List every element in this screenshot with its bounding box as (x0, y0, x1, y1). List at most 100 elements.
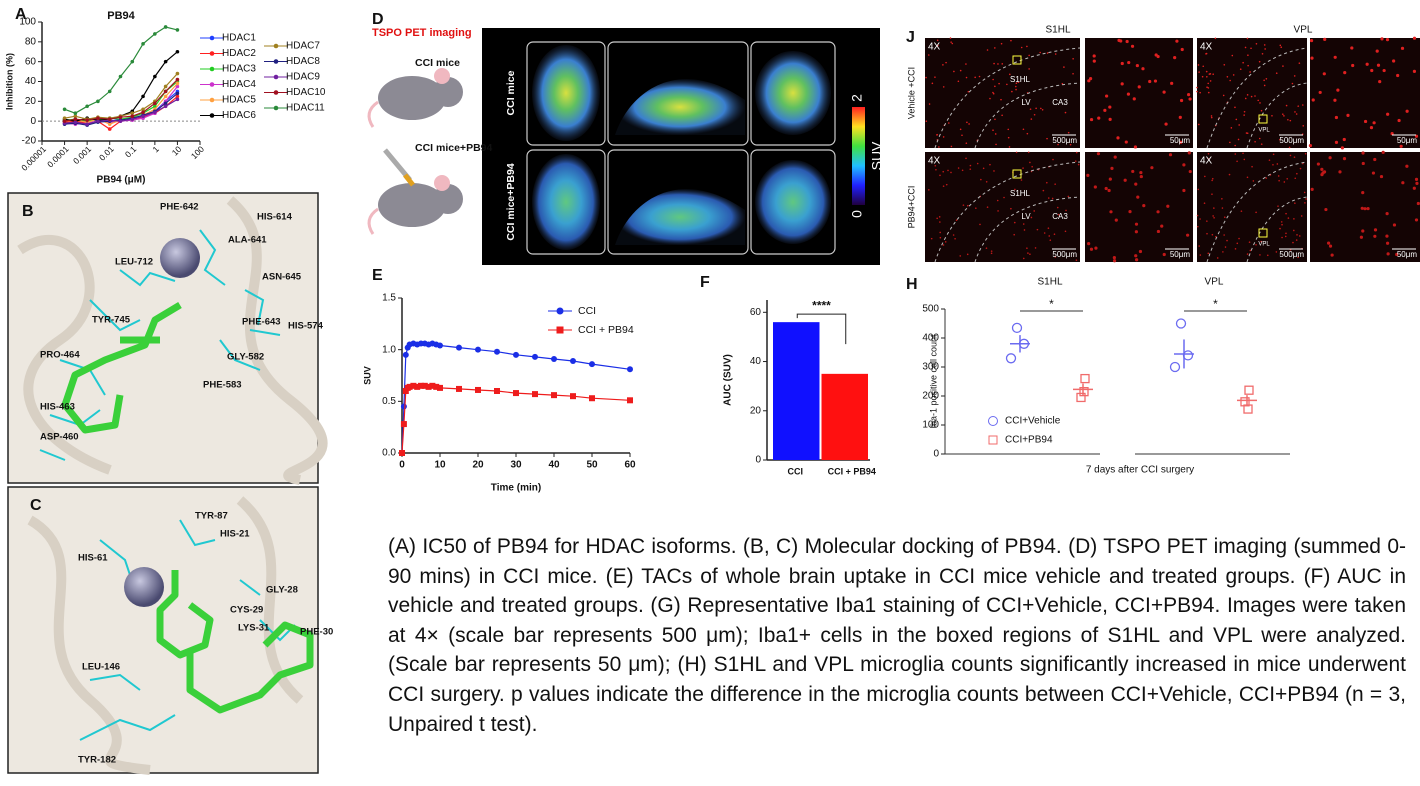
cell (1186, 233, 1190, 237)
cell (1035, 107, 1037, 110)
cell (1061, 82, 1064, 85)
cell (1011, 90, 1013, 93)
cell (1182, 163, 1186, 167)
data-point (400, 403, 407, 410)
cell (1014, 188, 1016, 191)
cell (1179, 140, 1183, 144)
cell (1156, 54, 1160, 59)
cell (1206, 220, 1208, 222)
residue-label: PHE-642 (160, 202, 199, 213)
legend-label: HDAC5 (222, 95, 256, 106)
residue-label: HIS-61 (78, 553, 108, 564)
cell (1063, 66, 1065, 68)
cell (1034, 247, 1037, 249)
y-axis-label: Iba-1 positive cell count (928, 334, 938, 429)
data-point (85, 104, 89, 109)
cell (950, 171, 952, 174)
cell (1056, 206, 1059, 209)
cell (1242, 61, 1244, 64)
cell (1075, 259, 1078, 262)
data-point (551, 355, 557, 362)
cell (1416, 201, 1420, 206)
cell (1211, 177, 1214, 180)
cell (1199, 91, 1201, 94)
data-point (1243, 404, 1253, 414)
cell (1047, 197, 1050, 199)
cell (1405, 109, 1409, 113)
cell (1316, 162, 1320, 166)
cell (1199, 254, 1202, 256)
cell (1380, 37, 1384, 41)
cell (1291, 82, 1294, 85)
data-point (570, 358, 576, 365)
cell (1013, 221, 1016, 224)
cell (1036, 228, 1039, 231)
cell (1301, 104, 1304, 106)
legend-label: HDAC10 (286, 87, 326, 98)
cell (1033, 210, 1035, 212)
data-point (175, 28, 180, 32)
cell (954, 237, 956, 240)
y-tick-label: 100 (922, 420, 939, 431)
x-tick-label: 30 (510, 460, 522, 471)
residue-label: HIS-614 (257, 212, 293, 223)
residue-label: HIS-21 (220, 529, 250, 540)
cell (985, 247, 988, 249)
cell (1168, 153, 1173, 157)
cell (1297, 256, 1299, 259)
cell (1386, 252, 1390, 256)
cell (939, 174, 941, 177)
cell (1166, 204, 1170, 208)
cell (1258, 137, 1261, 140)
cell (1105, 94, 1109, 98)
cell (1328, 244, 1333, 248)
cell (1210, 116, 1213, 119)
cell (1373, 234, 1377, 238)
data-point (433, 383, 440, 390)
cell (1040, 107, 1042, 110)
residue-label: TYR-182 (78, 755, 116, 766)
cell (1236, 160, 1238, 163)
cell (1112, 256, 1116, 260)
zinc-atom (124, 567, 164, 607)
cell (989, 163, 991, 166)
cell (1399, 144, 1403, 148)
cell (1010, 39, 1012, 42)
legend-label: HDAC1 (222, 33, 256, 44)
cell (1089, 117, 1094, 122)
cell (1094, 246, 1098, 250)
data-point (494, 348, 500, 355)
cell (957, 167, 960, 169)
cell (1363, 119, 1368, 124)
cell (1089, 247, 1094, 251)
cell (1128, 209, 1132, 214)
group-label: CCI mice+PB94 (415, 142, 492, 154)
bar (821, 373, 868, 460)
data-point (153, 32, 157, 36)
data-point (141, 107, 145, 112)
cell (1284, 235, 1287, 238)
data-point (141, 114, 145, 119)
data-point (175, 71, 180, 76)
cell (993, 62, 995, 65)
magnification: 4X (1200, 156, 1213, 167)
cell (969, 164, 972, 167)
data-point (130, 111, 135, 116)
cell (976, 162, 979, 165)
data-point (475, 386, 481, 393)
cell (1261, 52, 1264, 55)
cell (1299, 167, 1302, 170)
row-label: PB94+CCI (906, 186, 916, 229)
cell (951, 42, 954, 45)
cell (1017, 81, 1020, 83)
residue-label: LEU-712 (115, 257, 153, 268)
cell (1053, 233, 1056, 235)
group-label: VPL (1205, 277, 1224, 288)
micrograph (925, 38, 1080, 148)
cell (1170, 81, 1174, 85)
cell (1247, 64, 1249, 67)
cell (985, 180, 988, 183)
cell (1401, 181, 1405, 185)
cell (1197, 188, 1200, 191)
cell (1026, 132, 1029, 135)
